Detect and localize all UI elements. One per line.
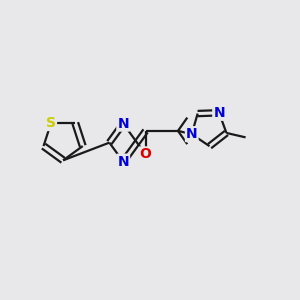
Text: N: N [213, 106, 225, 120]
Text: O: O [140, 147, 152, 161]
Text: N: N [117, 155, 129, 169]
Text: N: N [186, 127, 198, 141]
Text: S: S [46, 116, 56, 130]
Text: N: N [117, 117, 129, 130]
